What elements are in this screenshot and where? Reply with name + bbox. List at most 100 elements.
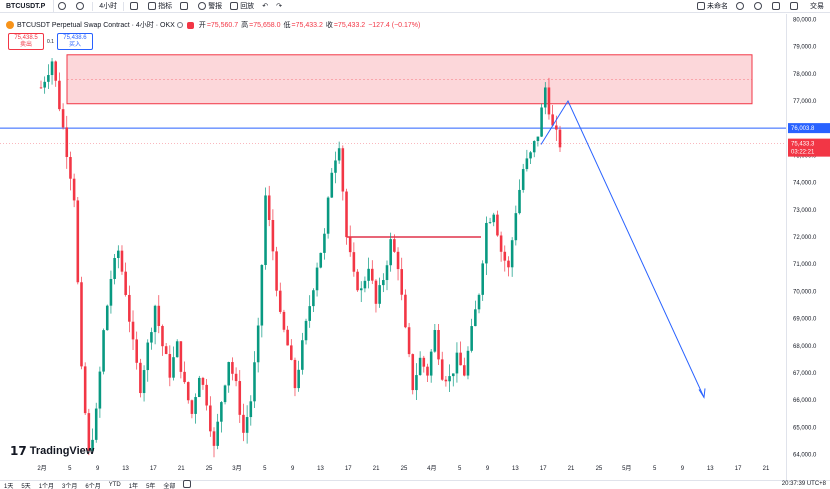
candle-body xyxy=(98,371,102,409)
templates-button[interactable] xyxy=(176,0,194,13)
candle-body xyxy=(83,366,87,414)
flag-icon[interactable] xyxy=(186,21,194,29)
replay-label: 回放 xyxy=(240,3,255,10)
snapshot-button[interactable] xyxy=(786,0,804,13)
candle-body xyxy=(404,294,407,328)
candle-body xyxy=(356,271,359,291)
indicators-label: 指标 xyxy=(158,3,173,10)
candle-body xyxy=(212,431,216,446)
bitcoin-icon xyxy=(6,21,14,29)
candle-body xyxy=(363,280,367,289)
bottom-bar: 1天 5天 1个月 3个月 6个月 YTD 1年 5年 全部 20:37:39 … xyxy=(0,480,830,489)
candle-body xyxy=(485,222,488,264)
time-tick-label: 25 xyxy=(206,466,213,472)
candle-body xyxy=(139,362,142,394)
candle-body xyxy=(477,294,481,310)
chart-type-button[interactable] xyxy=(126,0,144,13)
range-1y[interactable]: 1年 xyxy=(128,483,139,489)
candle-body xyxy=(271,219,275,252)
candle-body xyxy=(393,239,396,252)
symbol-search-button[interactable]: BTCUSDT.P xyxy=(0,0,55,13)
quote-boxes: 75,438.5 卖出 0.1 75,438.6 买入 xyxy=(8,33,93,50)
time-tick-label: 17 xyxy=(150,466,157,472)
price-tick-label: 68,000.0 xyxy=(793,344,817,350)
close-value: =75,433.2 xyxy=(333,21,366,29)
candle-body xyxy=(94,408,98,440)
candle-body xyxy=(378,285,381,304)
candle-body xyxy=(113,258,116,279)
time-tick-label: 9 xyxy=(486,466,490,472)
layout-name-label: 未命名 xyxy=(707,3,728,10)
candle-body xyxy=(481,263,484,295)
candle-body xyxy=(382,280,385,286)
time-tick-label: 25 xyxy=(596,466,603,472)
candle-body xyxy=(223,385,227,403)
gear-icon xyxy=(754,2,762,10)
indicators-button[interactable]: 指标 xyxy=(144,0,176,13)
price-axis[interactable]: 80,000.079,000.078,000.077,000.075,000.0… xyxy=(786,14,830,480)
candle-body xyxy=(426,366,429,376)
candle-body xyxy=(529,152,532,159)
fullscreen-button[interactable] xyxy=(768,0,786,13)
candle-body xyxy=(459,352,462,366)
replay-button[interactable]: 回放 xyxy=(226,0,258,13)
trade-button[interactable]: 交易 xyxy=(810,3,824,10)
sell-button[interactable]: 75,438.5 卖出 xyxy=(8,33,44,50)
candle-body xyxy=(474,309,477,327)
clock[interactable]: 20:37:39 UTC+8 xyxy=(781,481,826,487)
candle-body xyxy=(330,172,334,198)
candle-body xyxy=(455,352,459,374)
range-ytd[interactable]: YTD xyxy=(108,482,121,488)
range-5d[interactable]: 5天 xyxy=(21,483,31,489)
chart-canvas[interactable] xyxy=(0,14,786,480)
candle-body xyxy=(359,288,363,291)
toolbar-right: 未命名 交易 xyxy=(693,0,830,13)
candle-body xyxy=(275,251,278,291)
range-1m[interactable]: 1个月 xyxy=(38,483,55,489)
time-tick-label: 21 xyxy=(763,466,770,472)
time-tick-label: 9 xyxy=(96,466,100,472)
undo-button[interactable]: ↶ xyxy=(258,0,272,13)
candle-body xyxy=(367,268,370,281)
candle-body xyxy=(69,157,72,179)
date-range-button[interactable] xyxy=(179,480,197,489)
spread-value: 0.1 xyxy=(47,39,54,45)
settings-button[interactable] xyxy=(750,0,768,13)
candle-body xyxy=(142,370,146,394)
redo-button[interactable]: ↷ xyxy=(272,0,286,13)
time-tick-label: 21 xyxy=(568,466,575,472)
timeframe-button[interactable]: 4小时 xyxy=(99,3,118,10)
candle-body xyxy=(175,341,179,358)
legend-title: BTCUSDT Perpetual Swap Contract · 4小时 · … xyxy=(17,22,175,29)
chart-svg[interactable] xyxy=(0,14,786,480)
compare-button[interactable] xyxy=(54,0,72,13)
range-all[interactable]: 全部 xyxy=(163,483,176,489)
alarm-icon xyxy=(198,2,207,10)
candle-body xyxy=(374,280,378,304)
layout-name-button[interactable]: 未命名 xyxy=(693,0,732,13)
price-tick-label: 74,000.0 xyxy=(793,181,817,187)
candle-body xyxy=(39,87,43,89)
candle-body xyxy=(264,195,267,266)
search-button[interactable] xyxy=(732,0,750,13)
buy-button[interactable]: 75,438.6 买入 xyxy=(56,33,93,50)
candle-body xyxy=(172,357,175,378)
candle-body xyxy=(315,267,319,291)
add-symbol-button[interactable] xyxy=(72,0,90,13)
range-6m[interactable]: 6个月 xyxy=(85,483,101,489)
range-5y[interactable]: 5年 xyxy=(146,483,156,489)
range-1d[interactable]: 1天 xyxy=(4,483,14,489)
candle-body xyxy=(492,214,496,223)
time-axis[interactable]: 2月 5 9 13 17 21 25 3月 5 9 13 17 21 25 4月 5 9 13 17 21 25 5月 5 9… xyxy=(0,458,786,480)
candle-body xyxy=(47,75,50,82)
eye-icon[interactable] xyxy=(176,22,183,28)
alert-button[interactable]: 警报 xyxy=(194,0,226,13)
candle-body xyxy=(510,240,514,268)
low-value: =75,433.2 xyxy=(291,21,323,29)
range-3m[interactable]: 3个月 xyxy=(62,483,78,489)
candle-body xyxy=(532,141,536,153)
candle-body xyxy=(91,439,94,451)
candle-body xyxy=(496,214,499,236)
price-tick-label: 72,000.0 xyxy=(793,235,817,241)
candle-body xyxy=(190,400,194,414)
